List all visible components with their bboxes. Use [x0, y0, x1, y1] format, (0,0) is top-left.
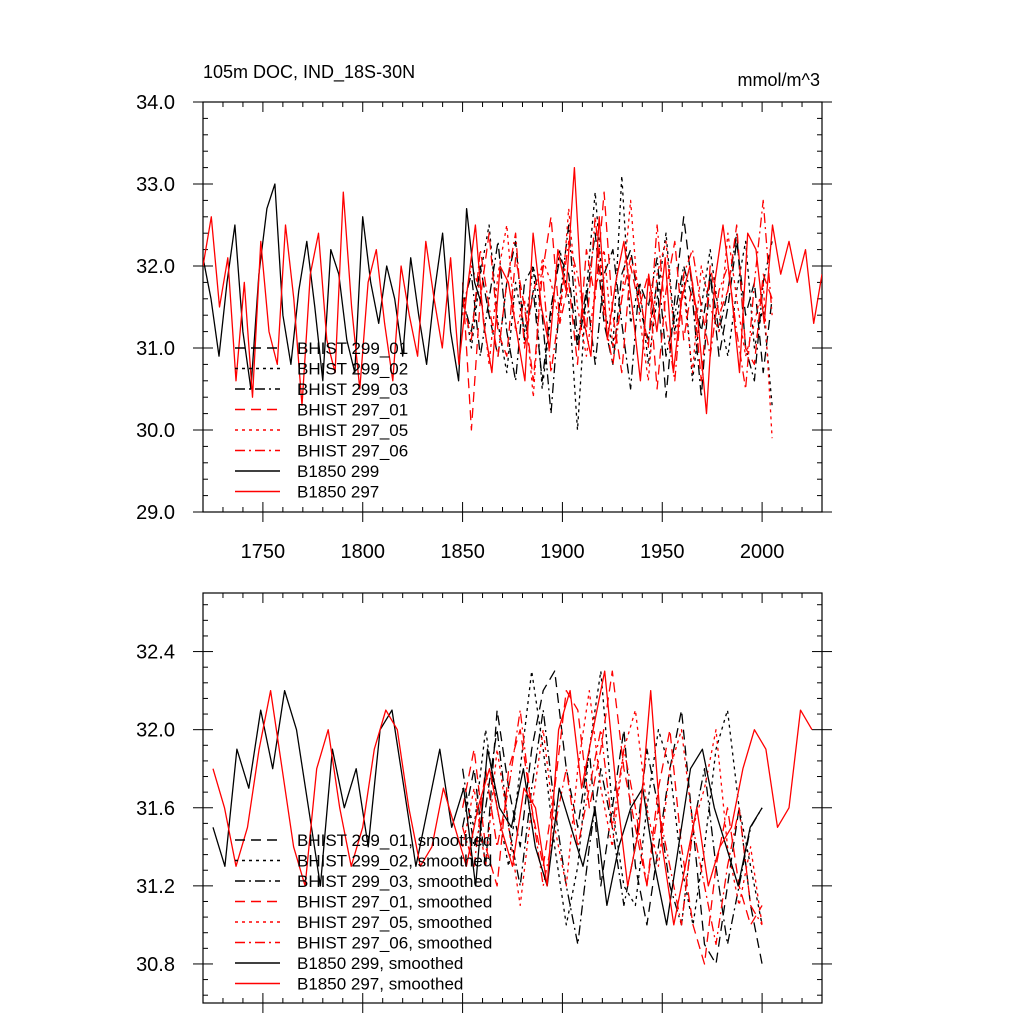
- legend: BHIST 299_01, smoothed BHIST 299_02, smoo…: [235, 831, 492, 994]
- legend-label: B1850 297: [297, 483, 379, 502]
- series-line-bhist-297-01-smoothed: [461, 670, 763, 965]
- legend-label: B1850 297, smoothed: [297, 975, 463, 994]
- y-tick-label: 30.8: [136, 954, 175, 976]
- x-tick-label: 1950: [640, 541, 685, 563]
- legend-label: BHIST 299_02: [297, 360, 408, 379]
- legend-label: B1850 299, smoothed: [297, 954, 463, 973]
- legend-label: BHIST 299_03, smoothed: [297, 872, 492, 891]
- y-tick-label: 32.0: [136, 720, 175, 742]
- series-line-bhist-299-03: [461, 224, 773, 415]
- series-line-b1850-297-smoothed: [212, 670, 813, 926]
- legend-label: BHIST 299_01: [297, 339, 408, 358]
- legend-label: BHIST 297_06, smoothed: [297, 934, 492, 953]
- plot-frame: [202, 101, 823, 513]
- series-line-bhist-299-02: [461, 175, 773, 431]
- legend-label: BHIST 299_01, smoothed: [297, 831, 492, 850]
- y-tick-label: 32.0: [136, 256, 175, 278]
- legend-label: BHIST 297_01, smoothed: [297, 893, 492, 912]
- series-line-bhist-299-01-smoothed: [461, 670, 763, 965]
- y-tick-label: 31.2: [136, 876, 175, 898]
- series-line-bhist-297-05-smoothed: [461, 689, 763, 925]
- y-tick-label: 31.0: [136, 338, 175, 360]
- y-tick-label: 31.6: [136, 798, 175, 820]
- series-line-bhist-297-06: [461, 199, 773, 390]
- y-tick-label: 34.0: [136, 92, 175, 114]
- legend-label: BHIST 297_06: [297, 442, 408, 461]
- series-group: [212, 670, 813, 965]
- y-tick-label: 30.0: [136, 420, 175, 442]
- series-line-b1850-297: [203, 166, 822, 415]
- series-line-bhist-297-06-smoothed: [461, 709, 763, 946]
- chart-title: 105m DOC, IND_18S-30N: [203, 62, 415, 83]
- plot-frame: [202, 592, 823, 1004]
- y-tick-label: 29.0: [136, 502, 175, 524]
- top-panel: 1750 1800 1850 1900 1950 2000 29.0 30.0 31.0 32.0…: [136, 62, 832, 563]
- series-line-bhist-299-01: [461, 216, 773, 398]
- x-tick-label: 1900: [540, 541, 585, 563]
- x-tick-label: 1850: [440, 541, 485, 563]
- x-tick-label: 1800: [340, 541, 385, 563]
- series-line-b1850-299: [203, 183, 484, 390]
- x-tick-label: 2000: [740, 541, 785, 563]
- series-line-bhist-297-01: [461, 191, 773, 431]
- series-line-bhist-299-02-smoothed: [461, 670, 763, 926]
- legend-label: BHIST 297_05: [297, 421, 408, 440]
- legend-label: BHIST 299_02, smoothed: [297, 852, 492, 871]
- x-tick-label: 1750: [241, 541, 286, 563]
- units-label: mmol/m^3: [738, 70, 820, 90]
- legend-label: BHIST 297_05, smoothed: [297, 913, 492, 932]
- series-group: [203, 166, 822, 439]
- y-tick-label: 32.4: [136, 642, 175, 664]
- bottom-panel: 30.8 31.2 31.6 32.0 32.4 BHIST 299_01, smooth…: [136, 592, 832, 1013]
- y-tick-label: 33.0: [136, 174, 175, 196]
- legend-label: B1850 299: [297, 462, 379, 481]
- legend-label: BHIST 297_01: [297, 401, 408, 420]
- legend-label: BHIST 299_03: [297, 380, 408, 399]
